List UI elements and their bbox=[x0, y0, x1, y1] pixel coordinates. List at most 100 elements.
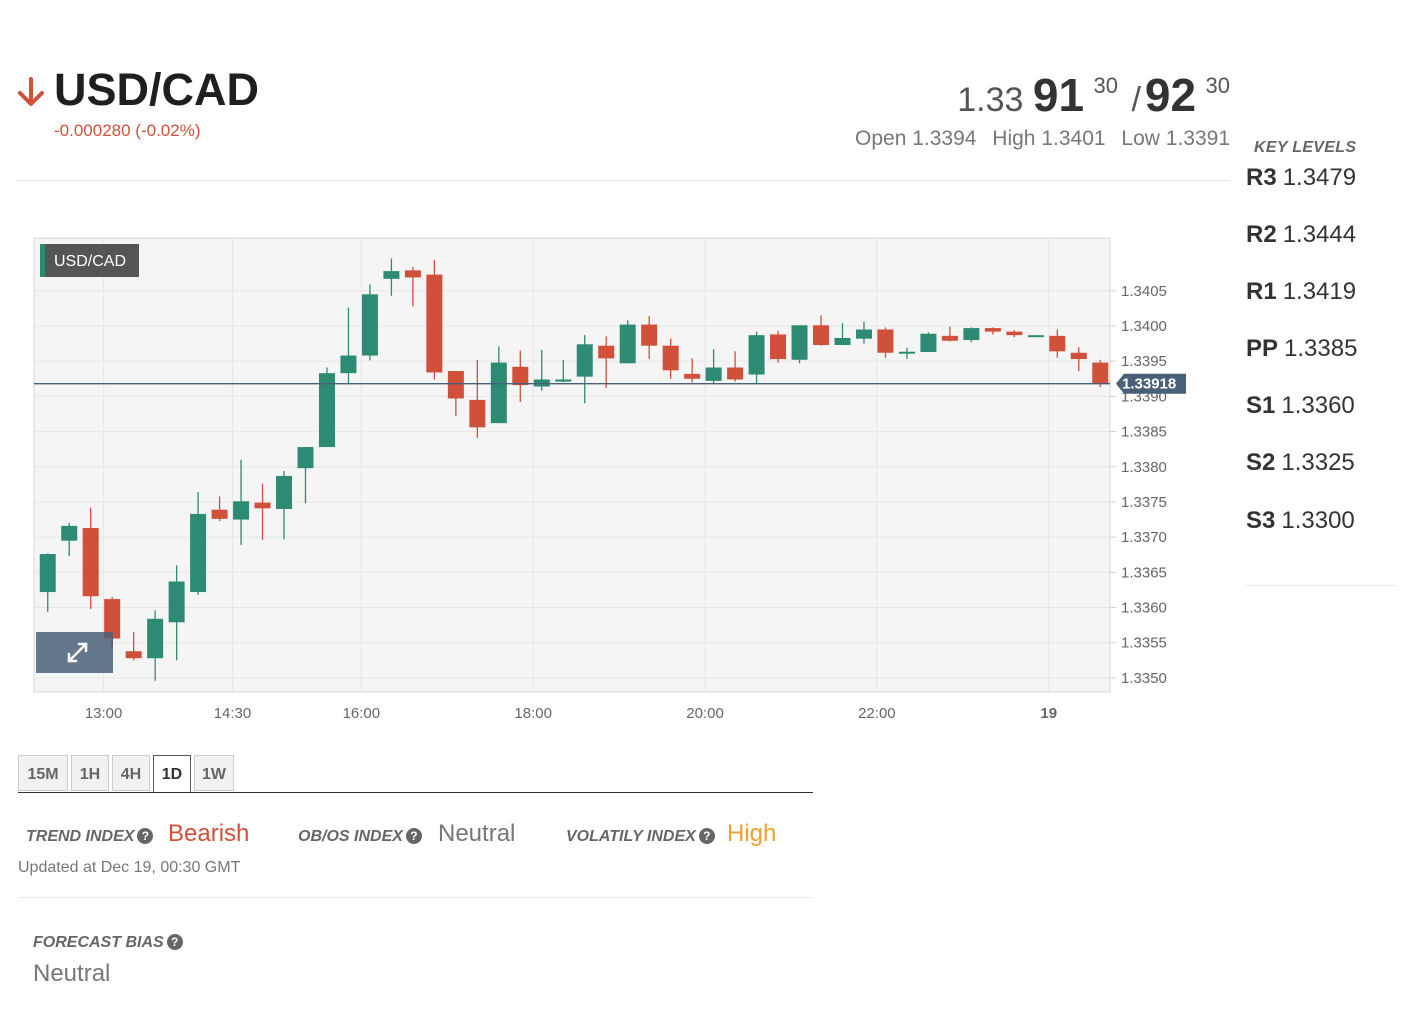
y-tick-label: 1.3405 bbox=[1121, 283, 1167, 300]
question-circle-icon[interactable]: ? bbox=[698, 828, 715, 844]
candle-body bbox=[469, 399, 486, 428]
expand-icon bbox=[67, 642, 88, 663]
candle-body bbox=[619, 324, 636, 364]
x-tick-label: 14:30 bbox=[214, 705, 252, 722]
trend-index-value: Bearish bbox=[168, 820, 250, 847]
tab-15m[interactable]: 15M bbox=[18, 755, 68, 791]
y-tick-label: 1.3375 bbox=[1121, 494, 1167, 511]
candle-body bbox=[190, 513, 207, 593]
candle-body bbox=[125, 651, 142, 659]
candle-body bbox=[254, 502, 271, 509]
tabs-underline bbox=[18, 792, 813, 793]
key-level-r3: R3 1.3479 bbox=[1246, 164, 1356, 192]
pair-title: USD/CAD bbox=[54, 64, 260, 115]
x-tick-label: 22:00 bbox=[858, 705, 896, 722]
candle-body bbox=[82, 527, 99, 597]
question-circle-icon[interactable]: ? bbox=[137, 828, 154, 844]
key-level-value: 1.3360 bbox=[1281, 392, 1355, 419]
candle-body bbox=[963, 328, 980, 341]
candle-body bbox=[1092, 362, 1109, 384]
key-level-label: R3 bbox=[1246, 164, 1277, 191]
candle-body bbox=[340, 355, 357, 374]
candle-body bbox=[426, 274, 443, 373]
volatility-index-label: VOLATILY INDEX? bbox=[566, 828, 715, 846]
key-level-value: 1.3385 bbox=[1284, 335, 1358, 362]
symbol-label: USD/CAD bbox=[54, 253, 126, 270]
key-level-r1: R1 1.3419 bbox=[1246, 278, 1356, 306]
candle-body bbox=[104, 599, 121, 639]
x-tick-label: 16:00 bbox=[343, 705, 381, 722]
candle-body bbox=[39, 554, 56, 593]
candle-body bbox=[877, 329, 894, 353]
key-level-value: 1.3300 bbox=[1281, 507, 1355, 534]
question-circle-icon[interactable]: ? bbox=[166, 934, 183, 950]
chart-plot-area bbox=[33, 237, 1111, 693]
candle-body bbox=[813, 325, 830, 345]
volatility-index-value: High bbox=[727, 820, 777, 847]
updated-timestamp: Updated at Dec 19, 00:30 GMT bbox=[18, 859, 241, 876]
candle-body bbox=[770, 334, 787, 360]
candle-body bbox=[276, 475, 293, 509]
current-price-line: 1.33918 bbox=[34, 373, 1186, 394]
candle-body bbox=[233, 501, 250, 520]
tab-1d[interactable]: 1D bbox=[153, 755, 191, 793]
candle-body bbox=[855, 329, 872, 339]
candle-body bbox=[318, 373, 335, 448]
y-tick-label: 1.3355 bbox=[1121, 635, 1167, 652]
candle-body bbox=[684, 373, 701, 379]
question-circle-icon[interactable]: ? bbox=[405, 828, 422, 844]
candle-body bbox=[598, 345, 615, 359]
forecast-bias-label-text: FORECAST BIAS bbox=[33, 934, 164, 951]
candle-body bbox=[361, 294, 378, 356]
key-level-label: R1 bbox=[1246, 278, 1277, 305]
x-tick-label: 18:00 bbox=[514, 705, 552, 722]
y-tick-label: 1.3360 bbox=[1121, 600, 1167, 617]
candle-body bbox=[727, 367, 744, 380]
candle-body bbox=[834, 337, 851, 345]
candle-body bbox=[490, 362, 507, 424]
candle-body bbox=[61, 525, 78, 541]
key-level-label: S1 bbox=[1246, 392, 1276, 419]
y-axis: 1.3350 1.3355 1.3360 1.3365 1.3370 1.3375 1.33… bbox=[1110, 283, 1167, 687]
candle-body bbox=[533, 379, 550, 387]
candle-body bbox=[920, 333, 937, 353]
ask-sup: 30 bbox=[1205, 73, 1230, 98]
y-tick-label: 1.3400 bbox=[1121, 318, 1167, 335]
candle-body bbox=[791, 325, 808, 360]
key-level-label: S3 bbox=[1246, 507, 1276, 534]
forecast-bias-value: Neutral bbox=[33, 960, 111, 987]
bid-big: 91 bbox=[1032, 69, 1085, 121]
candle-body bbox=[383, 271, 400, 279]
current-price-tag bbox=[1116, 373, 1186, 394]
candle-body bbox=[705, 367, 722, 381]
obos-index-label-text: OB/OS INDEX bbox=[298, 828, 403, 845]
tab-1w[interactable]: 1W bbox=[194, 755, 234, 791]
candle-body bbox=[168, 581, 185, 623]
chart-grid bbox=[34, 238, 1110, 692]
y-tick-label: 1.3365 bbox=[1121, 564, 1167, 581]
symbol-label-accent bbox=[40, 244, 45, 277]
current-price-label: 1.33918 bbox=[1122, 376, 1176, 393]
price-chart[interactable]: 1.3350 1.3355 1.3360 1.3365 1.3370 1.3375 1.33… bbox=[0, 230, 1200, 730]
candle-body bbox=[1027, 335, 1044, 338]
tab-1h[interactable]: 1H bbox=[71, 755, 109, 791]
bid-prefix: 1.33 bbox=[957, 81, 1024, 119]
tab-4h[interactable]: 4H bbox=[112, 755, 150, 791]
key-level-label: R2 bbox=[1246, 221, 1277, 248]
candle-body bbox=[404, 270, 421, 278]
key-level-s1: S1 1.3360 bbox=[1246, 392, 1355, 420]
low-value: Low 1.3391 bbox=[1121, 127, 1230, 150]
bid-sup: 30 bbox=[1093, 73, 1118, 98]
y-tick-label: 1.3380 bbox=[1121, 459, 1167, 476]
expand-chart-button[interactable] bbox=[36, 632, 113, 673]
candle-body bbox=[555, 379, 572, 382]
header-divider bbox=[16, 180, 1230, 181]
key-level-value: 1.3444 bbox=[1282, 221, 1357, 248]
candle-body bbox=[941, 335, 958, 341]
candle-body bbox=[748, 335, 765, 375]
candle-body bbox=[1070, 352, 1087, 360]
candle-body bbox=[898, 351, 915, 354]
key-level-pp: PP 1.3385 bbox=[1246, 335, 1357, 363]
candle-body bbox=[211, 509, 228, 519]
x-tick-label: 20:00 bbox=[686, 705, 724, 722]
